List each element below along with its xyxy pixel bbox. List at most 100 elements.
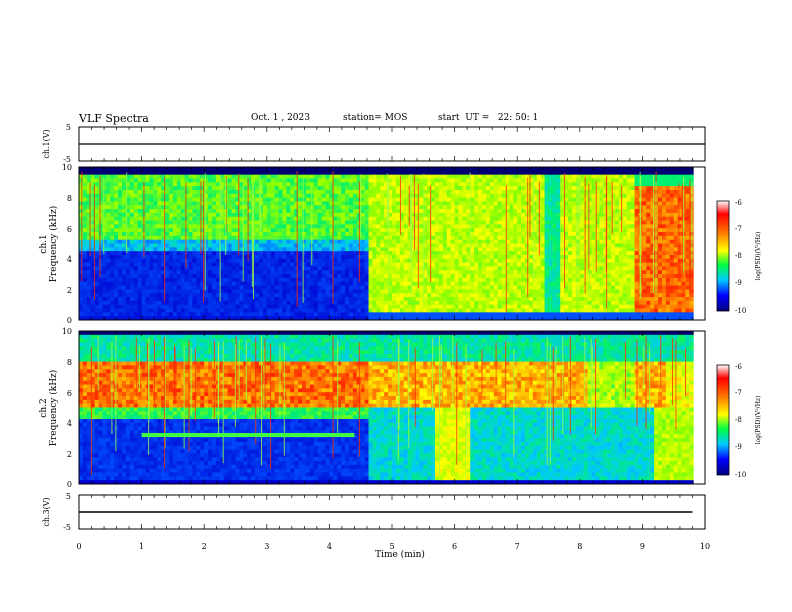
spectrogram-cell: [360, 300, 366, 306]
spectrogram-cell: [196, 182, 201, 187]
spectrogram-cell: [196, 232, 201, 237]
spectrogram-cell: [302, 209, 307, 214]
spectrogram-cell: [110, 312, 115, 317]
spectrogram-cell: [329, 316, 334, 321]
spectrogram-cell: [239, 178, 244, 183]
spectrogram-cell: [415, 270, 420, 275]
spectrogram-cell: [98, 174, 103, 179]
spectrogram-cell: [313, 201, 319, 206]
spectrogram-cell: [364, 220, 369, 225]
spectrogram-cell: [176, 224, 182, 229]
spectrogram-cell: [415, 300, 420, 306]
spectrogram-cell: [274, 205, 279, 210]
spectrogram-cell: [345, 193, 350, 199]
spectrogram-cell: [255, 308, 260, 313]
spectrogram-cell: [368, 174, 373, 179]
spectrogram-cell: [372, 189, 377, 195]
spectrogram-cell: [481, 212, 487, 218]
spectrogram-cell: [118, 262, 123, 267]
spectrogram-cell: [102, 228, 107, 233]
spectrogram-cell: [219, 170, 225, 176]
spectrogram-cell: [435, 232, 440, 237]
spectrogram-cell: [333, 239, 338, 244]
spectrogram-cell: [313, 297, 319, 302]
spectrogram-cell: [266, 300, 272, 306]
spectrogram-cell: [501, 201, 506, 206]
spectrogram-cell: [298, 205, 303, 210]
spectrogram-cell: [540, 212, 545, 218]
spectrogram-cell: [278, 251, 283, 256]
spectrogram-cell: [118, 266, 123, 271]
spectrogram-cell: [180, 212, 186, 218]
spectrogram-cell: [497, 235, 502, 241]
spectrogram-cell: [266, 220, 272, 225]
spectrogram-cell: [176, 228, 182, 233]
spectrogram-cell: [407, 205, 412, 210]
spectrogram-cell: [286, 270, 291, 275]
spectrogram-cell: [505, 308, 510, 313]
spectrogram-cell: [145, 220, 150, 225]
spectrogram-cell: [129, 243, 135, 248]
spectrogram-cell: [509, 258, 514, 264]
spectrogram-cell: [149, 178, 154, 183]
spectrogram-cell: [407, 235, 412, 241]
spectrogram-cell: [446, 216, 452, 221]
spectrogram-cell: [395, 316, 401, 321]
spectrogram-cell: [106, 216, 111, 221]
spectrogram-cell: [298, 189, 303, 195]
spectrogram-cell: [165, 289, 170, 294]
spectrogram-cell: [90, 239, 96, 244]
spectrogram-cell: [470, 228, 475, 233]
spectrogram-cell: [192, 300, 197, 306]
spectrogram-cell: [341, 212, 346, 218]
spectrogram-cell: [161, 262, 166, 267]
spectrogram-cell: [114, 254, 119, 260]
spectrogram-cell: [352, 197, 358, 202]
spectrogram-cell: [399, 205, 405, 210]
spectrogram-cell: [212, 243, 217, 248]
spectrogram-cell: [528, 300, 534, 306]
spectrogram-cell: [106, 232, 111, 237]
spectrogram-cell: [337, 197, 342, 202]
spectrogram-cell: [204, 205, 209, 210]
spectrogram-cell: [270, 277, 276, 283]
spectrogram-cell: [431, 235, 436, 241]
spectrogram-cell: [149, 193, 154, 199]
spectrogram-cell: [157, 216, 162, 221]
spectrogram-cell: [133, 197, 139, 202]
spectrogram-cell: [153, 205, 158, 210]
spectrogram-cell: [102, 274, 107, 279]
spectrogram-cell: [298, 251, 303, 256]
spectrogram-cell: [215, 232, 221, 237]
spectrogram-cell: [548, 274, 553, 279]
spectrogram-cell: [435, 304, 440, 309]
spectrogram-cell: [325, 262, 330, 267]
spectrogram-cell: [329, 254, 334, 260]
spectrogram-cell: [489, 312, 495, 317]
spectrogram-cell: [442, 182, 448, 187]
spectrogram-cell: [106, 289, 111, 294]
spectrogram-cell: [478, 281, 483, 286]
spectrogram-cell: [239, 289, 244, 294]
spectrogram-cell: [321, 258, 326, 264]
spectrogram-cell: [509, 293, 514, 298]
spectrogram-cell: [446, 274, 452, 279]
spectrogram-cell: [294, 304, 299, 309]
spectrogram-cell: [438, 170, 444, 176]
spectrogram-cell: [247, 266, 252, 271]
spectrogram-cell: [341, 274, 346, 279]
spectrogram-cell: [122, 270, 127, 275]
spectrogram-cell: [360, 232, 366, 237]
spectrogram-cell: [341, 251, 346, 256]
spectrogram-cell: [392, 285, 397, 290]
spectrogram-cell: [305, 312, 311, 317]
spectrogram-cell: [118, 224, 123, 229]
spectrogram-cell: [251, 167, 256, 172]
spectrogram-cell: [149, 220, 154, 225]
spectrogram-cell: [372, 304, 377, 309]
spectrogram-cell: [419, 258, 424, 264]
spectrogram-cell: [204, 178, 209, 183]
spectrogram-cell: [133, 212, 139, 218]
spectrogram-cell: [532, 258, 538, 264]
spectrogram-cell: [223, 289, 229, 294]
